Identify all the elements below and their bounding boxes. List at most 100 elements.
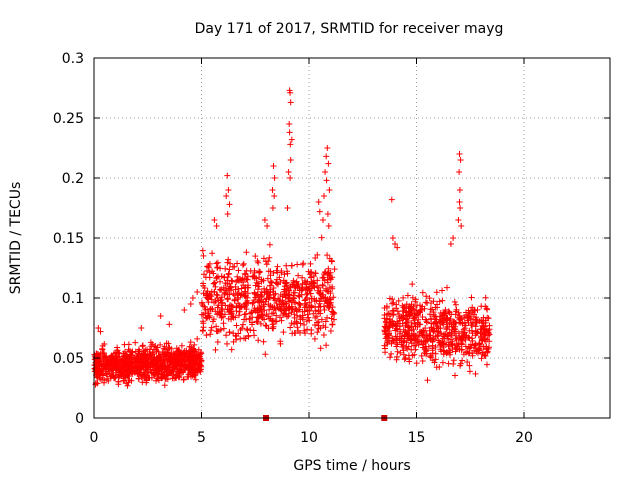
x-tick-label: 0 [90,430,99,446]
data-point [212,346,219,353]
data-point [293,278,300,285]
data-point [399,333,406,339]
data-point [249,300,256,307]
data-point [382,331,389,338]
data-point [308,303,315,310]
x-tick-label: 10 [300,430,318,446]
data-point [324,145,331,151]
data-point [427,353,434,360]
data-point [285,169,292,175]
data-point [439,313,446,320]
data-point [207,331,214,338]
data-point [280,329,287,336]
data-point [399,308,406,315]
data-point [286,296,293,302]
data-point [303,318,310,325]
data-point [481,352,488,359]
data-point [402,355,409,361]
data-point [225,187,232,193]
data-point [138,325,145,331]
data-point [400,326,407,333]
data-point [474,347,481,354]
data-point [430,298,437,305]
data-point [237,335,244,342]
data-point [471,307,478,314]
data-point [167,369,174,376]
data-point [297,320,304,327]
data-point [200,282,207,289]
data-point [191,341,198,348]
data-point [471,342,478,349]
data-point [206,269,213,276]
data-point [412,346,419,353]
data-point [283,262,290,269]
data-point [235,267,242,274]
data-point [222,265,229,272]
data-point [220,320,227,327]
data-point [211,289,218,296]
data-point [263,311,270,318]
data-point [306,308,313,314]
data-point [287,99,294,106]
data-point [484,361,490,368]
data-point [482,329,488,336]
data-point [260,338,267,345]
data-point [297,302,304,309]
data-point [220,325,227,332]
data-point [171,375,178,382]
data-point [280,312,287,318]
data-point [171,355,178,362]
data-point [277,298,284,305]
data-point [207,292,214,298]
data-point [198,311,205,318]
data-point [381,305,388,311]
data-point [263,261,270,268]
data-point [456,169,463,175]
data-point [250,327,257,334]
data-point [391,337,397,344]
data-point [324,211,331,217]
data-point [280,301,287,308]
data-point [257,269,264,275]
data-point [411,351,418,358]
data-point [255,337,262,344]
data-point [485,315,492,322]
data-point [101,341,108,347]
x-tick-label: 15 [408,430,426,446]
data-point [294,261,301,268]
data-point [147,339,154,346]
data-point [151,343,157,350]
data-point [261,301,268,308]
data-point [228,308,234,315]
data-point [161,382,168,389]
data-point [464,314,471,321]
data-point [411,335,418,342]
data-point [141,370,148,377]
data-point [256,269,262,276]
data-point [438,348,445,355]
data-point [270,310,277,316]
data-point [255,259,262,266]
data-point [211,299,218,306]
data-point [214,264,221,271]
data-point [164,350,171,357]
data-point [199,247,206,254]
data-point [299,261,306,268]
data-point [426,295,433,302]
data-point [321,193,327,199]
data-point [187,362,194,368]
data-point [439,297,446,304]
data-point [317,310,324,317]
data-point [447,349,454,356]
data-point [432,350,439,357]
data-point [251,267,258,274]
data-point [233,333,240,340]
data-point [174,365,181,372]
data-point [231,297,238,304]
data-point [328,308,335,315]
data-point [103,371,110,378]
data-point [264,275,271,282]
data-point [287,89,294,96]
data-point [262,322,269,329]
data-point [478,303,485,310]
